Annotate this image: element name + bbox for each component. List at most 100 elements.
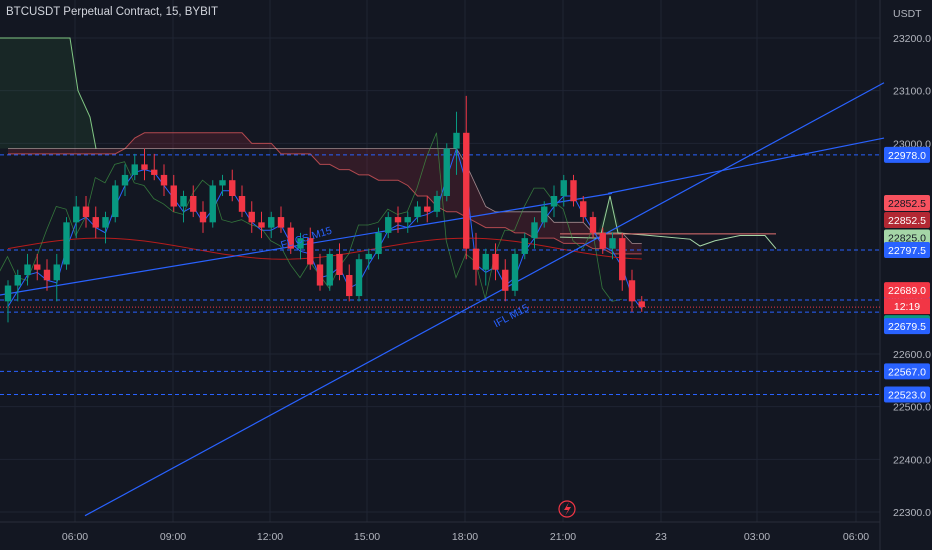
x-tick-label: 21:00: [550, 531, 576, 543]
candle-body: [511, 253, 519, 291]
trendline-fl-cs-m15: [0, 192, 613, 296]
candle-body: [180, 196, 187, 207]
candle-body: [502, 269, 509, 291]
candle-body: [482, 253, 489, 270]
candle-body: [4, 285, 12, 302]
y-tick-label: 22300.0: [893, 507, 931, 519]
candle-body: [414, 206, 421, 218]
x-tick-label: 06:00: [62, 531, 88, 543]
price-label-box: [884, 146, 930, 163]
price-label-box: [884, 386, 930, 403]
candle-body: [570, 180, 577, 202]
candle-body: [209, 185, 216, 223]
price-label-box: [884, 363, 930, 380]
price-label: 22689.0: [888, 285, 926, 297]
y-tick-label: 22500.0: [893, 402, 931, 414]
x-tick-label: 23: [655, 531, 667, 543]
price-label: 22825.0: [888, 233, 926, 245]
chart-symbol-title: BTCUSDT Perpetual Contract, 15, BYBIT: [6, 6, 218, 18]
price-label: 22852.5: [888, 198, 926, 210]
kijun-line: [7, 237, 642, 260]
price-label-box: [884, 318, 930, 335]
candle-body: [258, 222, 265, 228]
candle-body: [326, 253, 333, 286]
x-tick-label: 06:00: [843, 531, 869, 543]
annotation-ifl-m15: IFL M15: [492, 302, 531, 331]
ichimoku-span-a-line: [8, 148, 642, 244]
candle-body: [131, 164, 138, 175]
ichimoku-cloud-bullish: [0, 38, 96, 149]
candle-body: [82, 206, 90, 218]
candle-body: [248, 211, 255, 223]
price-label-box: [884, 195, 930, 212]
candle-body: [453, 132, 460, 149]
candle-body: [121, 174, 129, 186]
candle-body: [92, 217, 99, 228]
candle-body: [531, 222, 538, 239]
annotation-fl-cs-m15: FL CS M15: [279, 225, 333, 252]
candle-body: [141, 164, 148, 170]
price-label: 22978.0: [888, 150, 926, 162]
candle-body: [307, 238, 314, 265]
candle-body: [375, 232, 382, 254]
price-label-box: [884, 241, 930, 258]
candle-body: [346, 275, 353, 297]
candle-body: [24, 264, 31, 275]
countdown-label: 12:19: [894, 301, 920, 313]
candle-body: [170, 185, 177, 207]
candle-body: [316, 264, 324, 286]
chikou-line: [0, 132, 622, 302]
candle-body: [472, 248, 480, 270]
candle-body: [443, 148, 450, 196]
candle-body: [112, 185, 119, 218]
lightning-icon: [564, 502, 571, 516]
candle-body: [238, 196, 246, 212]
candle-body: [599, 232, 606, 249]
price-axis-unit: USDT: [893, 8, 922, 20]
candle-body: [43, 269, 51, 281]
candle-body: [433, 196, 441, 212]
candle-body: [394, 217, 402, 223]
candle-body: [492, 253, 499, 270]
candle-body: [277, 217, 285, 228]
candle-body: [628, 280, 636, 302]
candle-body: [336, 253, 343, 275]
candle-body: [619, 238, 626, 281]
ichimoku-span-a-line: [0, 37, 97, 149]
candle-body: [219, 180, 226, 186]
price-label: 22852.5: [888, 215, 926, 227]
lightning-icon: [558, 500, 576, 518]
candle-body: [521, 238, 528, 254]
candle-body: [190, 196, 197, 212]
price-label: 22797.5: [888, 245, 926, 257]
candle-body: [355, 259, 363, 297]
price-label-box: [884, 282, 930, 299]
candle-body: [63, 222, 70, 265]
candle-body: [199, 211, 207, 223]
trendline-upper-extension: [607, 137, 885, 194]
candle-body: [73, 206, 80, 223]
candle-body: [463, 132, 470, 249]
candle-body: [424, 206, 431, 212]
candle-body: [580, 201, 587, 218]
candle-body: [297, 238, 304, 249]
y-tick-label: 22600.0: [893, 349, 931, 361]
candle-body: [53, 264, 60, 281]
x-tick-label: 09:00: [160, 531, 186, 543]
candle-body: [638, 301, 645, 308]
y-tick-label: 22400.0: [893, 454, 931, 466]
candle-body: [229, 180, 236, 196]
x-tick-label: 15:00: [354, 531, 380, 543]
candle-body: [609, 238, 616, 249]
candle-body: [102, 217, 109, 228]
countdown-box: [884, 298, 930, 315]
y-tick-label: 23100.0: [893, 86, 931, 98]
y-tick-label: 23200.0: [893, 33, 931, 45]
candle-body: [550, 196, 558, 207]
x-tick-label: 12:00: [257, 531, 283, 543]
price-label: 22567.0: [888, 366, 926, 378]
candle-body: [268, 217, 275, 228]
candle-body: [34, 264, 41, 270]
price-label-box: [884, 212, 930, 229]
